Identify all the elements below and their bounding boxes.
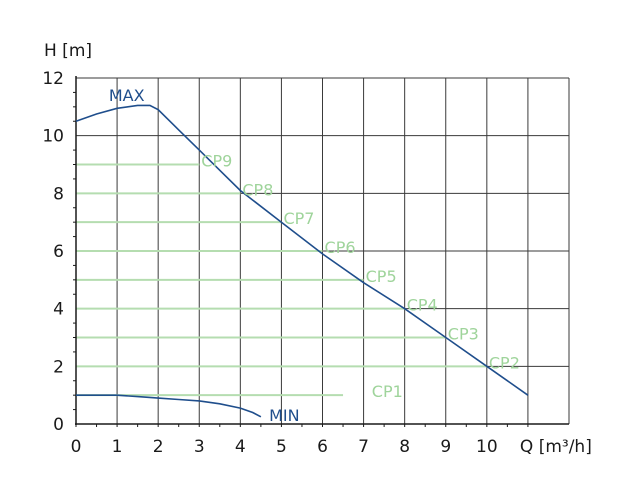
- x-tick-label: 6: [317, 437, 328, 457]
- cp-label-cp3: CP3: [448, 325, 479, 344]
- x-tick-label: 4: [235, 437, 246, 457]
- cp-label-cp8: CP8: [242, 180, 273, 199]
- x-axis-label: Q [m³/h]: [520, 437, 592, 457]
- y-tick-label: 6: [53, 242, 64, 262]
- cp-label-cp5: CP5: [366, 267, 397, 286]
- x-tick-label: 3: [194, 437, 205, 457]
- x-tick-label: 2: [153, 437, 164, 457]
- x-tick-label: 9: [440, 437, 451, 457]
- curve-max: [75, 104, 529, 396]
- y-tick-label: 4: [53, 300, 64, 320]
- cp-label-cp6: CP6: [325, 238, 356, 257]
- y-tick-label: 10: [42, 127, 64, 147]
- cp-label-cp2: CP2: [489, 353, 520, 372]
- cp-label-cp9: CP9: [201, 152, 232, 171]
- x-tick-label: 7: [358, 437, 369, 457]
- y-tick-label: 8: [53, 184, 64, 204]
- x-tick-label: 0: [71, 437, 82, 457]
- y-tick-label: 12: [42, 69, 64, 89]
- x-tick-label: 10: [476, 437, 498, 457]
- x-tick-label: 8: [399, 437, 410, 457]
- curve-min: [76, 394, 262, 418]
- cp-label-cp1: CP1: [372, 382, 403, 401]
- curve-label-min: MIN: [269, 406, 300, 425]
- curve-label-max: MAX: [109, 86, 145, 105]
- x-tick-label: 5: [276, 437, 287, 457]
- x-tick-label: 1: [112, 437, 123, 457]
- y-axis-label: H [m]: [44, 41, 92, 61]
- cp-label-cp4: CP4: [407, 296, 438, 315]
- y-tick-label: 0: [53, 415, 64, 435]
- cp-label-cp7: CP7: [283, 209, 314, 228]
- y-tick-label: 2: [53, 357, 64, 377]
